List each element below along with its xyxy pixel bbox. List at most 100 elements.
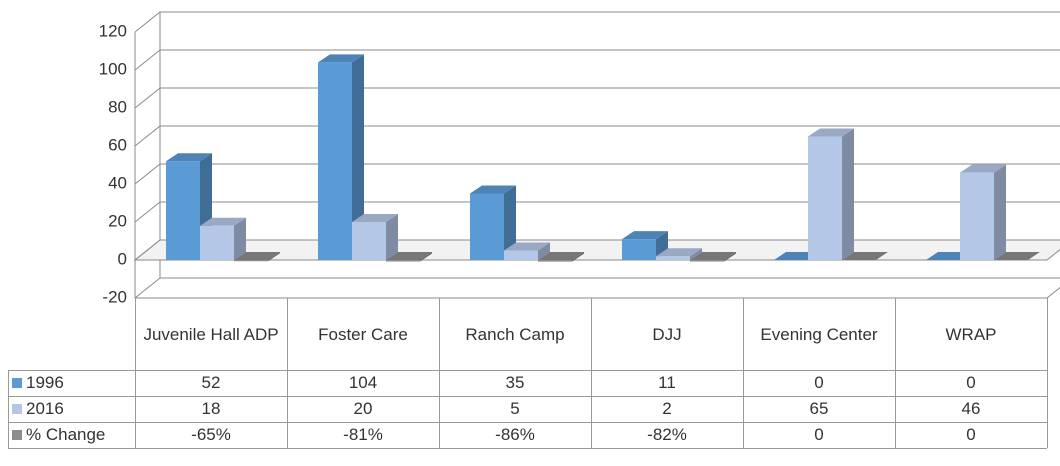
bar-side xyxy=(842,128,854,260)
grid-line-side xyxy=(134,239,161,261)
bar xyxy=(690,252,736,262)
grid-line-side xyxy=(134,163,161,185)
y-tick-label: -20 xyxy=(102,287,127,306)
legend-text: % Change xyxy=(26,425,106,444)
table-border xyxy=(8,422,1047,423)
table-border xyxy=(895,298,896,448)
y-tick-label: 100 xyxy=(99,59,127,78)
table-border xyxy=(8,448,1047,449)
grid-line-side xyxy=(134,87,161,109)
bar xyxy=(538,252,584,262)
table-value: 104 xyxy=(287,370,439,396)
table-value-text: 0 xyxy=(966,425,976,444)
table-value-text: 20 xyxy=(353,399,373,418)
table-value-text: 0 xyxy=(966,373,976,392)
legend-text: 2016 xyxy=(26,399,64,418)
y-tick-label: 0 xyxy=(118,249,127,268)
table-value-text: 11 xyxy=(658,373,676,392)
legend-entry: % Change xyxy=(8,422,135,448)
bar-front xyxy=(200,225,234,260)
table-border xyxy=(591,298,592,448)
bar-side xyxy=(234,217,246,260)
bar-front xyxy=(622,239,656,260)
category-label: Juvenile Hall ADP xyxy=(143,302,279,368)
bar xyxy=(808,128,854,260)
bar-front xyxy=(504,250,538,260)
bar-side xyxy=(724,252,736,262)
table-value-text: 52 xyxy=(201,373,221,392)
bar xyxy=(352,214,398,260)
table-value-text: -86% xyxy=(495,425,535,444)
bar-top xyxy=(318,54,364,63)
legend-entry: 1996 xyxy=(8,370,135,396)
bar-top xyxy=(656,248,702,257)
category-label: Ranch Camp xyxy=(447,302,583,368)
table-border xyxy=(743,298,744,448)
table-border xyxy=(1047,298,1048,448)
bar-top xyxy=(470,185,516,194)
bar-top xyxy=(994,252,1040,260)
bar-front xyxy=(234,260,268,262)
legend-key xyxy=(12,404,22,414)
bar-side xyxy=(690,248,702,260)
table-value: 52 xyxy=(135,370,287,396)
y-tick-label: 60 xyxy=(108,135,127,154)
table-value-text: 0 xyxy=(814,425,824,444)
table-value-text: 5 xyxy=(510,399,520,418)
bar-front xyxy=(808,136,842,260)
table-value: 0 xyxy=(895,370,1047,396)
table-value-text: 35 xyxy=(505,373,525,392)
table-value: -81% xyxy=(287,422,439,448)
category-label-text: Foster Care xyxy=(318,325,408,344)
table-value: 46 xyxy=(895,396,1047,422)
category-label-text: Juvenile Hall ADP xyxy=(143,325,279,344)
table-value-text: 18 xyxy=(201,399,221,418)
category-label-text: Evening Center xyxy=(760,325,878,344)
table-border xyxy=(8,370,9,448)
bar-top xyxy=(808,128,854,137)
bar-top xyxy=(386,252,432,260)
grid-line-side xyxy=(134,11,161,33)
bar xyxy=(994,252,1040,260)
bar xyxy=(504,242,550,260)
table-value: 0 xyxy=(895,422,1047,448)
table-value: 11 xyxy=(591,370,743,396)
bar xyxy=(234,252,280,262)
bar-side xyxy=(352,54,364,261)
grid-line-side xyxy=(134,277,161,299)
legend-key xyxy=(12,430,22,440)
table-border xyxy=(287,298,288,448)
bar-front xyxy=(318,62,352,261)
bar-top xyxy=(504,242,550,251)
legend-key xyxy=(12,378,22,388)
bar xyxy=(960,164,1006,260)
table-value: 2 xyxy=(591,396,743,422)
bar xyxy=(386,252,432,262)
y-tick-label: 40 xyxy=(108,173,127,192)
table-value: 65 xyxy=(743,396,895,422)
table-value: 18 xyxy=(135,396,287,422)
bar-top xyxy=(166,153,212,162)
bar-front xyxy=(352,222,386,260)
bar-side xyxy=(504,185,516,260)
table-value: -82% xyxy=(591,422,743,448)
bar-front xyxy=(960,172,994,260)
grid-line-side xyxy=(134,125,161,147)
bar xyxy=(656,248,702,260)
bar xyxy=(318,54,364,261)
table-value-text: 104 xyxy=(348,373,378,392)
category-label: Evening Center xyxy=(751,302,887,368)
bar xyxy=(842,252,888,260)
table-value: 20 xyxy=(287,396,439,422)
bar-side xyxy=(268,252,280,262)
bar-front xyxy=(386,260,420,262)
y-tick-label: 120 xyxy=(99,21,127,40)
table-border xyxy=(8,396,1047,397)
bar xyxy=(470,185,516,260)
table-value: 0 xyxy=(743,422,895,448)
grid-line-side xyxy=(134,201,161,223)
bar-top xyxy=(960,164,1006,173)
bar-front xyxy=(690,260,724,262)
table-border xyxy=(439,298,440,448)
